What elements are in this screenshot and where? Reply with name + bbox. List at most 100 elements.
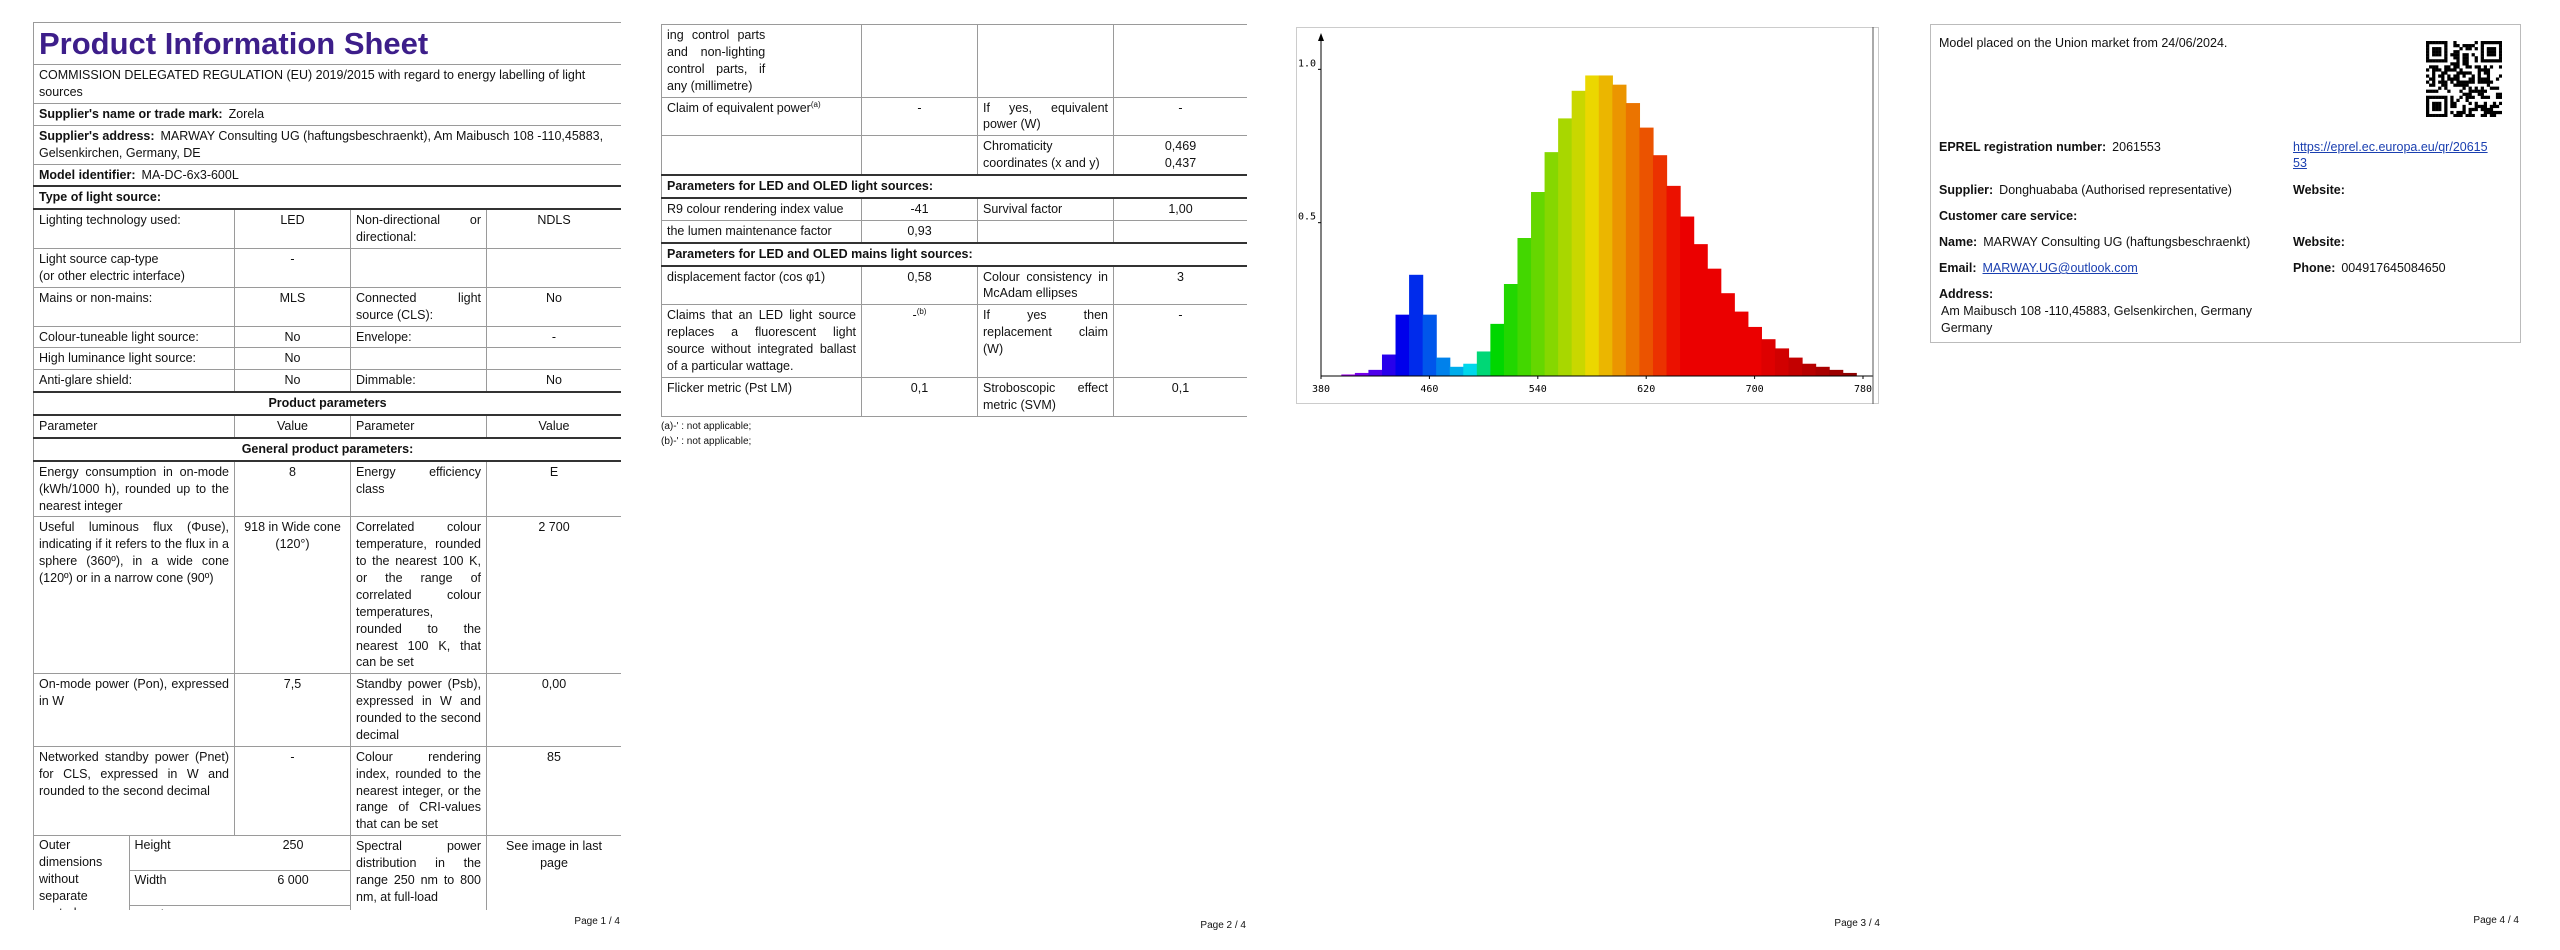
info-table: ing control parts and non-lighting contr…: [661, 24, 1247, 417]
qr-module: [2471, 107, 2475, 112]
qr-module: [2498, 59, 2502, 63]
qr-module: [2468, 71, 2472, 75]
qr-module: [2465, 92, 2469, 96]
qr-module: [2438, 53, 2442, 57]
label-cell: Standby power (Psb), expressed in W and …: [350, 673, 487, 747]
footnote-ref: (a): [810, 99, 821, 109]
qr-module: [2471, 53, 2475, 57]
table-row: Mains or non-mains: MLS Connected light so…: [33, 286, 621, 327]
email-link[interactable]: MARWAY.UG@outlook.com: [1982, 261, 2138, 275]
value-cell: 0,00: [486, 673, 621, 747]
qr-module: [2426, 44, 2430, 48]
value-cell: No: [234, 325, 351, 349]
qr-module: [2462, 104, 2466, 109]
page-4: Model placed on the Union market from 24…: [1930, 24, 2521, 343]
x-tick-label: 780: [1854, 384, 1872, 395]
value-cell: LED: [234, 208, 351, 250]
spectrum-bar: [1666, 185, 1681, 376]
qr-module: [2495, 110, 2500, 115]
x-tick-label: 620: [1637, 384, 1655, 395]
qr-module: [2477, 89, 2481, 93]
qr-module: [2426, 107, 2430, 112]
qr-module: [2444, 98, 2448, 102]
qr-module: [2459, 113, 2463, 117]
field-value: MARWAY Consulting UG (haftungsbeschraenk…: [1983, 235, 2251, 249]
label-cell: If yes, equivalent power (W): [977, 96, 1114, 137]
qr-module: [2438, 86, 2442, 90]
qr-module: [2435, 95, 2439, 99]
qr-module: [2426, 50, 2430, 54]
qr-module: [2483, 65, 2487, 69]
qr-module: [2474, 89, 2478, 93]
qr-module: [2489, 86, 2494, 90]
qr-module: [2447, 74, 2451, 78]
qr-module: [2435, 47, 2439, 51]
qr-module: [2480, 77, 2484, 81]
qr-module: [2453, 56, 2457, 60]
qr-module: [2498, 92, 2502, 96]
table-row: Claim of equivalent power(a) - If yes, equ…: [661, 96, 1247, 137]
qr-module: [2498, 41, 2502, 45]
qr-module: [2468, 107, 2472, 112]
spectrum-bar: [1720, 293, 1735, 376]
label-cell: ing control parts and non-lighting contr…: [661, 24, 862, 98]
qr-module: [2498, 56, 2502, 60]
qr-module: [2465, 80, 2469, 84]
spectrum-bar: [1652, 155, 1668, 376]
qr-module: [2435, 53, 2439, 57]
qr-module: [2480, 50, 2484, 54]
qr-module: [2444, 86, 2448, 90]
qr-module: [2477, 71, 2481, 75]
empty-cell: [1113, 24, 1247, 98]
qr-module: [2453, 113, 2457, 117]
qr-module: [2498, 110, 2502, 115]
qr-module: [2444, 41, 2448, 45]
qr-module: [2468, 86, 2472, 90]
table-row: Lighting technology used: LED Non-directio…: [33, 208, 621, 250]
name-field: Name: MARWAY Consulting UG (haftungsbesch…: [1939, 234, 2250, 250]
qr-module: [2486, 68, 2491, 72]
qr-module: [2465, 53, 2469, 57]
qr-module: [2465, 113, 2469, 117]
label-cell: Parameter: [33, 414, 235, 439]
qr-module: [2480, 41, 2484, 45]
qr-module: [2444, 95, 2448, 99]
qr-module: [2426, 68, 2430, 72]
qr-module: [2444, 80, 2448, 84]
qr-module: [2438, 101, 2442, 106]
qr-module: [2498, 44, 2502, 48]
bars: [1341, 75, 1857, 376]
qr-module: [2462, 92, 2466, 96]
table-row: On-mode power (Pon), expressed in W 7,5 St…: [33, 673, 621, 747]
qr-module: [2498, 95, 2502, 99]
dimension-value: 3 000: [235, 905, 351, 910]
qr-module: [2492, 104, 2497, 109]
empty-cell: [350, 248, 487, 288]
qr-module: [2474, 41, 2478, 45]
qr-module: [2483, 41, 2487, 45]
qr-module: [2426, 59, 2430, 63]
page-footer: Page 3 / 4: [1834, 918, 1880, 929]
qr-module: [2438, 41, 2442, 45]
table-row: High luminance light source: No: [33, 347, 621, 371]
eprel-link[interactable]: https://eprel.ec.europa.eu/qr/2061553: [2293, 140, 2488, 171]
value-cell: 0,93: [861, 219, 978, 244]
qr-module: [2477, 68, 2481, 72]
value-cell: No: [234, 369, 351, 393]
spectrum-bar: [1734, 311, 1749, 376]
qr-module: [2453, 41, 2457, 45]
qr-module: [2453, 104, 2457, 109]
qr-module: [2432, 50, 2436, 54]
value-cell: -: [486, 325, 621, 349]
spectrum-bar: [1463, 363, 1478, 376]
qr-module: [2480, 59, 2484, 63]
qr-module: [2489, 80, 2494, 84]
qr-module: [2441, 59, 2445, 63]
info-table: Product Information Sheet COMMISSION DELE…: [33, 22, 621, 910]
qr-module: [2477, 65, 2481, 69]
value-cell: NDLS: [486, 208, 621, 250]
label-cell: Useful luminous flux (Φuse), indicating …: [33, 516, 235, 675]
spectrum-bar: [1571, 90, 1586, 376]
value-cell: -: [234, 745, 351, 837]
qr-module: [2438, 95, 2442, 99]
